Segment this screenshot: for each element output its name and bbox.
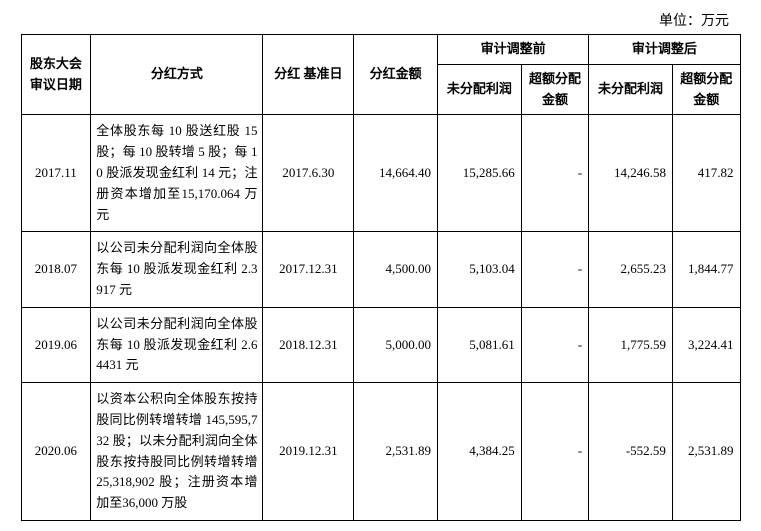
cell-amount: 14,664.40 [354,115,438,232]
cell-date: 2018.07 [21,232,91,307]
table-row: 2017.11 全体股东每 10 股送红股 15 股；每 10 股转增 5 股；… [21,115,740,232]
th-group-post: 审计调整后 [589,35,740,65]
cell-method: 以公司未分配利润向全体股东每 10 股派发现金红利 2.3917 元 [91,232,263,307]
cell-date: 2019.06 [21,307,91,382]
th-post-excess: 超额分配金额 [672,64,740,115]
cell-method: 全体股东每 10 股送红股 15 股；每 10 股转增 5 股；每 10 股派发… [91,115,263,232]
th-pre-excess: 超额分配金额 [521,64,588,115]
cell-pre-excess: - [521,232,588,307]
th-pre-undist: 未分配利润 [437,64,521,115]
th-base: 分红 基准日 [263,35,354,115]
cell-post-excess: 1,844.77 [672,232,740,307]
table-row: 2020.06 以资本公积向全体股东按持股同比例转增转增 145,595,732… [21,383,740,521]
cell-pre-undist: 15,285.66 [437,115,521,232]
cell-date: 2020.06 [21,383,91,521]
cell-post-undist: 2,655.23 [589,232,673,307]
cell-post-excess: 2,531.89 [672,383,740,521]
cell-pre-excess: - [521,307,588,382]
cell-base: 2018.12.31 [263,307,354,382]
th-amount: 分红金额 [354,35,438,115]
cell-pre-excess: - [521,383,588,521]
cell-method: 以资本公积向全体股东按持股同比例转增转增 145,595,732 股；以未分配利… [91,383,263,521]
cell-base: 2017.12.31 [263,232,354,307]
cell-post-excess: 3,224.41 [672,307,740,382]
cell-post-undist: -552.59 [589,383,673,521]
cell-pre-undist: 5,103.04 [437,232,521,307]
th-post-undist: 未分配利润 [589,64,673,115]
table-row: 2018.07 以公司未分配利润向全体股东每 10 股派发现金红利 2.3917… [21,232,740,307]
cell-post-undist: 14,246.58 [589,115,673,232]
cell-pre-undist: 5,081.61 [437,307,521,382]
cell-method: 以公司未分配利润向全体股东每 10 股派发现金红利 2.64431 元 [91,307,263,382]
cell-amount: 5,000.00 [354,307,438,382]
cell-pre-undist: 4,384.25 [437,383,521,521]
cell-amount: 2,531.89 [354,383,438,521]
th-method: 分红方式 [91,35,263,115]
unit-label: 单位：万元 [10,10,729,30]
cell-base: 2017.6.30 [263,115,354,232]
cell-post-excess: 417.82 [672,115,740,232]
cell-pre-excess: - [521,115,588,232]
dividend-table: 股东大会审议日期 分红方式 分红 基准日 分红金额 审计调整前 审计调整后 未分… [21,34,741,521]
cell-amount: 4,500.00 [354,232,438,307]
cell-date: 2017.11 [21,115,91,232]
table-row: 2019.06 以公司未分配利润向全体股东每 10 股派发现金红利 2.6443… [21,307,740,382]
th-group-pre: 审计调整前 [437,35,588,65]
th-date: 股东大会审议日期 [21,35,91,115]
cell-base: 2019.12.31 [263,383,354,521]
cell-post-undist: 1,775.59 [589,307,673,382]
